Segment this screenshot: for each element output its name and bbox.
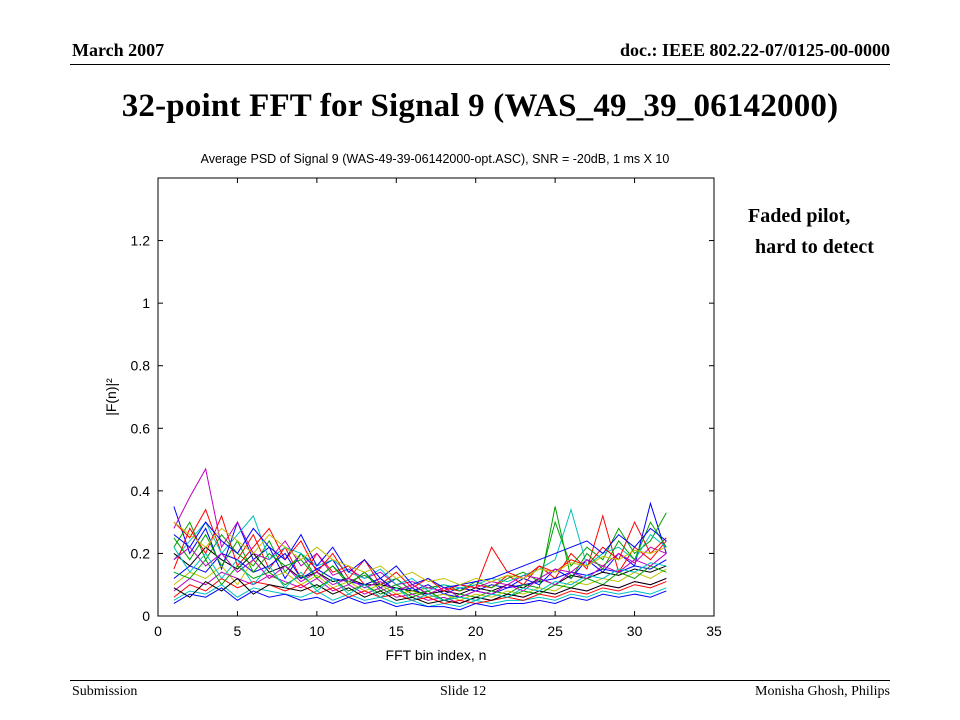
y-tick-label: 0.6 xyxy=(131,420,151,436)
header-date: March 2007 xyxy=(72,40,165,60)
y-axis-label: |F(n)|² xyxy=(103,378,119,416)
chart-title: Average PSD of Signal 9 (WAS-49-39-06142… xyxy=(201,152,670,166)
annotation-line-1: Faded pilot, xyxy=(748,205,851,227)
psd-trace-1 xyxy=(173,501,667,595)
psd-trace-7 xyxy=(173,514,667,592)
x-tick-label: 15 xyxy=(388,623,404,639)
footer-submission: Submission xyxy=(72,684,138,699)
y-tick-label: 0 xyxy=(142,608,150,624)
psd-trace-20 xyxy=(173,587,667,611)
header-divider xyxy=(70,64,890,65)
y-tick-label: 0.2 xyxy=(131,545,151,561)
slide-title: 32-point FFT for Signal 9 (WAS_49_39_061… xyxy=(121,88,839,124)
footer-author: Monisha Ghosh, Philips xyxy=(755,684,890,699)
psd-trace-12 xyxy=(173,584,667,608)
psd-trace-18 xyxy=(173,546,667,598)
psd-trace-15 xyxy=(173,558,667,601)
y-tick-label: 0.8 xyxy=(131,358,151,374)
y-tick-label: 1 xyxy=(142,295,150,311)
psd-chart: Average PSD of Signal 9 (WAS-49-39-06142… xyxy=(103,152,722,663)
x-tick-label: 25 xyxy=(547,623,563,639)
annotation-line-2: hard to detect xyxy=(755,236,874,258)
psd-trace-14 xyxy=(173,521,667,589)
x-tick-label: 30 xyxy=(627,623,643,639)
x-axis-label: FFT bin index, n xyxy=(386,647,487,663)
footer-slide-number: Slide 12 xyxy=(440,684,487,699)
x-tick-label: 0 xyxy=(154,623,162,639)
plot-area-frame xyxy=(157,177,715,617)
y-tick-label: 0.4 xyxy=(131,483,151,499)
x-tick-label: 5 xyxy=(234,623,242,639)
x-tick-label: 10 xyxy=(309,623,325,639)
psd-trace-19 xyxy=(173,546,667,601)
x-tick-label: 35 xyxy=(706,623,722,639)
psd-trace-5 xyxy=(173,507,667,592)
footer-divider xyxy=(70,680,890,681)
psd-trace-3 xyxy=(173,512,667,592)
psd-trace-9 xyxy=(173,506,667,601)
x-tick-label: 20 xyxy=(468,623,484,639)
y-tick-label: 1.2 xyxy=(131,233,151,249)
psd-trace-17 xyxy=(173,521,667,586)
header-doc-id: doc.: IEEE 802.22-07/0125-00-0000 xyxy=(620,40,890,60)
